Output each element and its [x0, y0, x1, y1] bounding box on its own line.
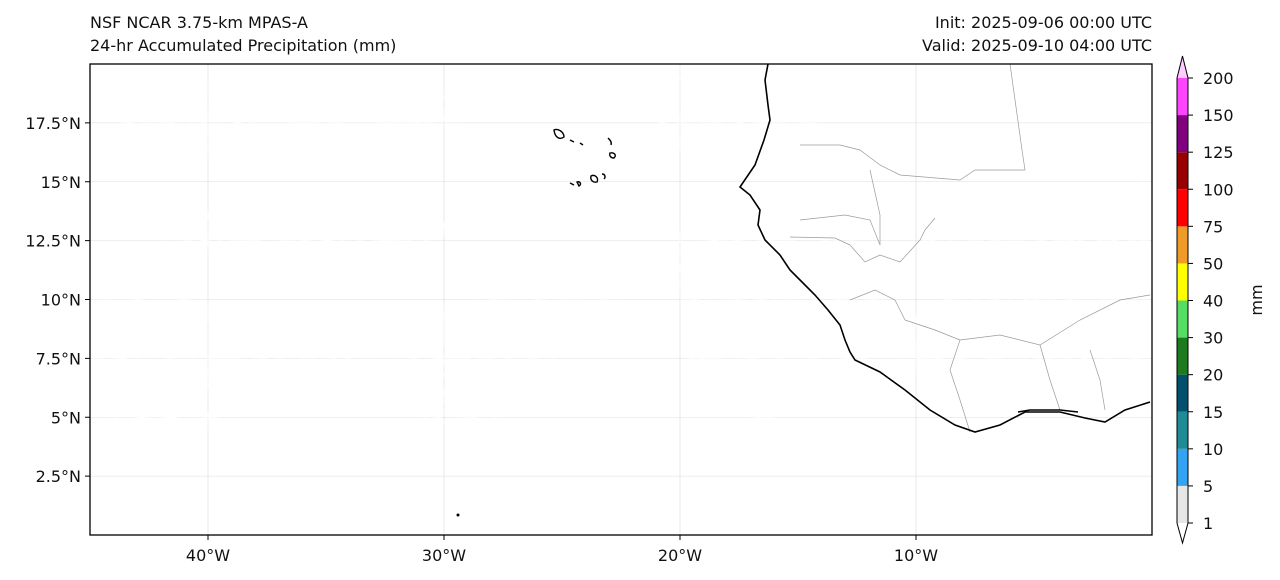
- lat-tick-label: 7.5°N: [36, 349, 81, 368]
- colorbar-segment: [1177, 263, 1188, 301]
- colorbar-tick-label: 5: [1203, 477, 1213, 496]
- colorbar-tick-label: 125: [1203, 143, 1234, 162]
- colorbar-tick-label: 100: [1203, 180, 1234, 199]
- country-borders: [789, 64, 1151, 433]
- colorbar-segment: [1177, 226, 1188, 264]
- lat-tick-label: 12.5°N: [25, 232, 81, 251]
- map-axis-ticks: 2.5°N 5°N 7.5°N 10°N 12.5°N 15°N 17.5°N 40°W 30°…: [25, 114, 938, 565]
- field-title: 24-hr Accumulated Precipitation (mm): [90, 36, 397, 55]
- colorbar-unit-label: mm: [1247, 284, 1266, 315]
- colorbar-tick-label: 1: [1203, 514, 1213, 533]
- precip-field: [92, 65, 1150, 434]
- lon-tick-label: 30°W: [422, 546, 466, 565]
- island-dot: [456, 513, 460, 517]
- lon-tick-label: 10°W: [894, 546, 938, 565]
- cape-verde-islands: [553, 128, 616, 188]
- colorbar-segment: [1177, 485, 1188, 523]
- precip-magenta-areas: [215, 245, 784, 354]
- colorbar-segment: [1177, 374, 1188, 412]
- lat-tick-label: 15°N: [41, 173, 81, 192]
- colorbar-tick-label: 75: [1203, 217, 1223, 236]
- colorbar-extend-low: [1177, 523, 1188, 543]
- colorbar-tick-label: 200: [1203, 69, 1234, 88]
- colorbar-segment: [1177, 78, 1188, 116]
- map-area: [90, 64, 1152, 535]
- colorbar-segment: [1177, 337, 1188, 375]
- model-title: NSF NCAR 3.75-km MPAS-A: [90, 13, 308, 32]
- lat-tick-label: 17.5°N: [25, 114, 81, 133]
- colorbar-segment: [1177, 300, 1188, 338]
- lat-tick-label: 2.5°N: [36, 467, 81, 486]
- lon-tick-label: 20°W: [658, 546, 702, 565]
- colorbar-tick-label: 20: [1203, 366, 1223, 385]
- colorbar-segment: [1177, 152, 1188, 190]
- init-time: Init: 2025-09-06 00:00 UTC: [934, 13, 1152, 32]
- valid-time: Valid: 2025-09-10 04:00 UTC: [921, 36, 1152, 55]
- colorbar-tick-label: 15: [1203, 403, 1223, 422]
- lat-tick-label: 5°N: [51, 408, 81, 427]
- colorbar-tick-label: 50: [1203, 254, 1223, 273]
- colorbar-segment: [1177, 115, 1188, 153]
- colorbar-extend-high: [1177, 56, 1188, 78]
- colorbar-tick-label: 30: [1203, 329, 1223, 348]
- lon-tick-label: 40°W: [186, 546, 230, 565]
- lat-tick-label: 10°N: [41, 291, 81, 310]
- colorbar-segment: [1177, 448, 1188, 486]
- colorbar-tick-label: 10: [1203, 440, 1223, 459]
- colorbar-tick-label: 40: [1203, 292, 1223, 311]
- colorbar-tick-label: 150: [1203, 106, 1234, 125]
- coastline: [738, 64, 1151, 433]
- colorbar-segment: [1177, 411, 1188, 449]
- colorbar-segment: [1177, 189, 1188, 227]
